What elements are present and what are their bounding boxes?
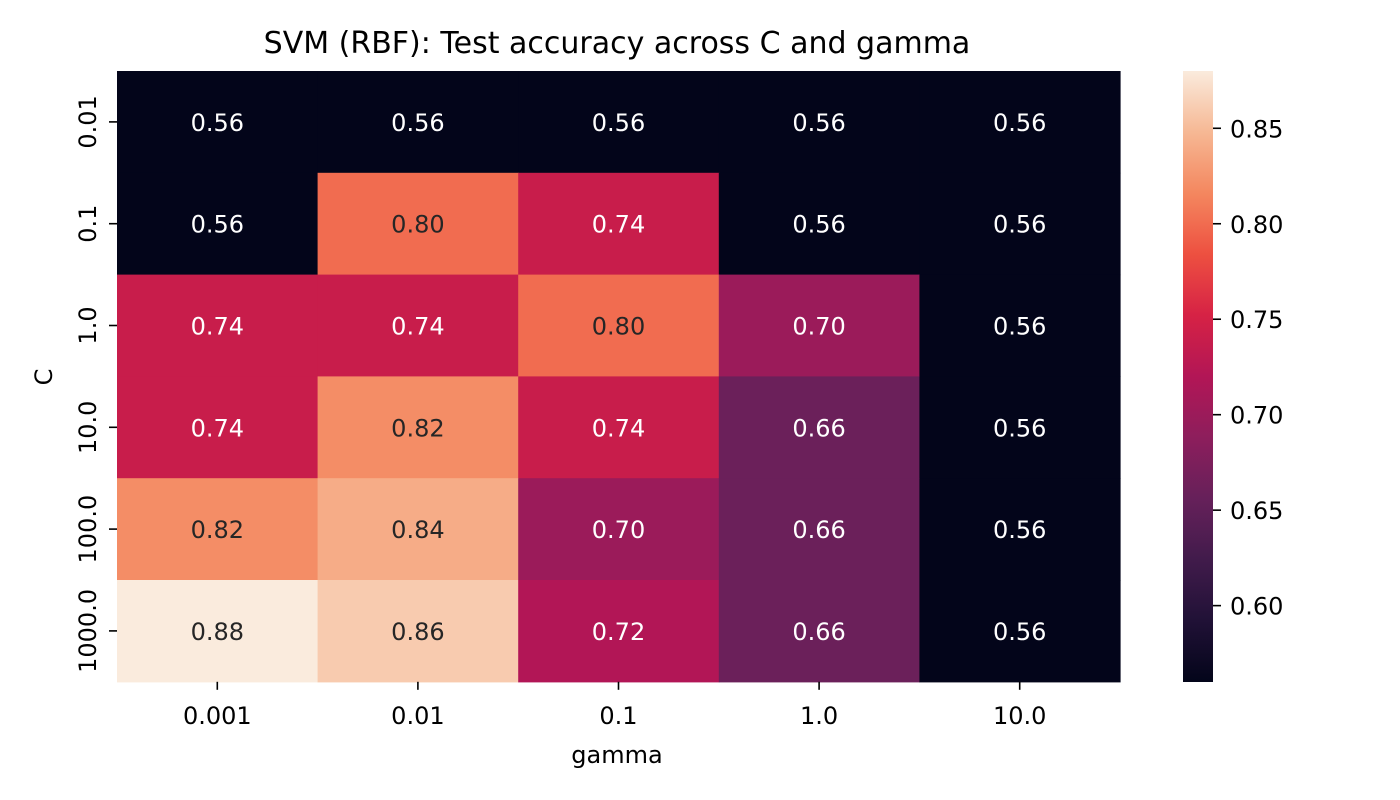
cell-value-label: 0.56	[792, 211, 845, 239]
cell-value-label: 0.66	[792, 414, 845, 442]
heatmap-cell	[117, 376, 319, 479]
heatmap-cell	[919, 376, 1121, 479]
heatmap-cell	[117, 274, 319, 377]
colorbar-tick-label: 0.65	[1230, 497, 1283, 525]
cell-value-label: 0.66	[792, 618, 845, 646]
y-tick-label: 100.0	[74, 495, 102, 564]
heatmap-cell	[718, 376, 920, 479]
cell-value-label: 0.56	[993, 618, 1046, 646]
cell-value-label: 0.56	[993, 414, 1046, 442]
cell-value-label: 0.66	[792, 516, 845, 544]
cell-value-label: 0.74	[391, 313, 444, 341]
heatmap-cell	[919, 71, 1121, 174]
heatmap-cell	[317, 71, 519, 174]
cell-value-label: 0.56	[993, 109, 1046, 137]
y-tick-label: 0.01	[74, 95, 102, 148]
heatmap-cell	[317, 376, 519, 479]
cell-value-label: 0.70	[792, 313, 845, 341]
heatmap-cell	[919, 478, 1121, 581]
y-axis-label: C	[30, 369, 58, 386]
heatmap-cell	[117, 172, 319, 276]
cell-value-label: 0.74	[191, 414, 244, 442]
heatmap-cell	[718, 478, 920, 581]
y-tick-label: 10.0	[74, 401, 102, 454]
x-tick-label: 0.001	[183, 702, 252, 730]
cell-value-label: 0.74	[191, 313, 244, 341]
cell-value-label: 0.56	[993, 313, 1046, 341]
heatmap-cell	[117, 478, 319, 581]
heatmap-cell	[317, 478, 519, 581]
cell-value-label: 0.80	[391, 211, 444, 239]
heatmap-cell	[718, 580, 920, 683]
heatmap-cell	[718, 172, 920, 276]
cell-value-label: 0.56	[191, 211, 244, 239]
cell-value-label: 0.82	[191, 516, 244, 544]
x-tick-label: 0.1	[599, 702, 637, 730]
x-tick-label: 0.01	[391, 702, 444, 730]
colorbar-tick-label: 0.60	[1230, 593, 1283, 621]
cell-value-label: 0.84	[391, 516, 444, 544]
cell-value-label: 0.86	[391, 618, 444, 646]
cell-value-label: 0.82	[391, 414, 444, 442]
cell-value-label: 0.80	[592, 313, 645, 341]
heatmap-annotations: 0.56 0.56 0.56 0.56 0.56 0.56 0.80 0.74 0.56 0.56…	[191, 109, 1047, 646]
heatmap-cell	[518, 172, 720, 276]
cell-value-label: 0.56	[792, 109, 845, 137]
cell-value-label: 0.88	[191, 618, 244, 646]
heatmap-cell	[718, 71, 920, 174]
heatmap-cell	[518, 274, 720, 377]
heatmap-cell	[117, 580, 319, 683]
cell-value-label: 0.72	[592, 618, 645, 646]
cell-value-label: 0.56	[391, 109, 444, 137]
y-axis: 0.01 0.1 1.0 10.0 100.0 1000.0	[74, 95, 117, 673]
y-tick-label: 0.1	[74, 205, 102, 243]
x-axis: 0.001 0.01 0.1 1.0 10.0	[183, 681, 1046, 730]
y-tick-label: 1000.0	[74, 589, 102, 673]
colorbar-gradient	[1183, 71, 1213, 682]
heatmap-cell	[518, 376, 720, 479]
x-axis-label: gamma	[571, 741, 662, 769]
heatmap-cell	[317, 274, 519, 377]
colorbar-tick-label: 0.75	[1230, 306, 1283, 334]
colorbar-tick-label: 0.70	[1230, 402, 1283, 430]
heatmap-cell	[919, 172, 1121, 276]
heatmap-cell	[518, 478, 720, 581]
chart-title: SVM (RBF): Test accuracy across C and ga…	[264, 26, 971, 61]
heatmap-cell	[518, 71, 720, 174]
heatmap-cell	[518, 580, 720, 683]
x-tick-label: 10.0	[993, 702, 1046, 730]
heatmap-cell	[718, 274, 920, 377]
heatmap-cells	[117, 71, 1121, 683]
cell-value-label: 0.56	[191, 109, 244, 137]
cell-value-label: 0.70	[592, 516, 645, 544]
colorbar: 0.60 0.65 0.70 0.75 0.80 0.85	[1183, 71, 1283, 682]
heatmap-cell	[919, 274, 1121, 377]
cell-value-label: 0.56	[993, 516, 1046, 544]
colorbar-tick-label: 0.80	[1230, 211, 1283, 239]
cell-value-label: 0.74	[592, 211, 645, 239]
colorbar-tick-label: 0.85	[1230, 115, 1283, 143]
y-tick-label: 1.0	[74, 306, 102, 344]
cell-value-label: 0.74	[592, 414, 645, 442]
heatmap-cell	[317, 172, 519, 276]
cell-value-label: 0.56	[993, 211, 1046, 239]
heatmap-cell	[317, 580, 519, 683]
heatmap-cell	[919, 580, 1121, 683]
heatmap-cell	[117, 71, 319, 174]
cell-value-label: 0.56	[592, 109, 645, 137]
x-tick-label: 1.0	[800, 702, 838, 730]
